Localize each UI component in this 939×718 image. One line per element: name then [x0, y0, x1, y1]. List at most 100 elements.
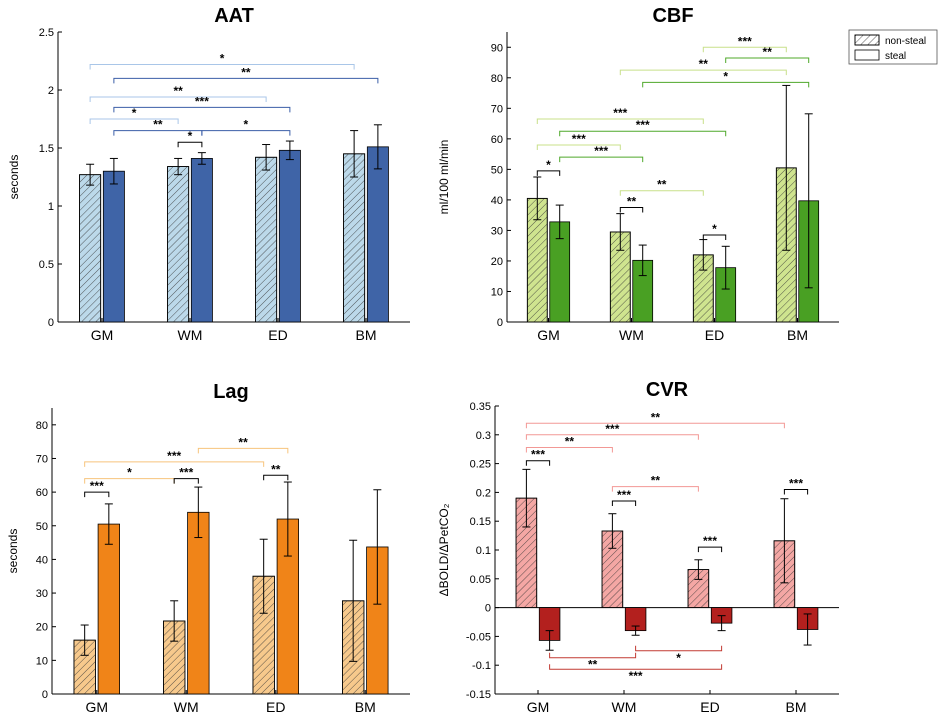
significance-bracket	[536, 170, 561, 176]
significance-label: **	[627, 195, 637, 209]
bar-steal-ED	[278, 149, 301, 323]
x-tick-label: ED	[700, 699, 719, 715]
significance-label: *	[188, 129, 193, 143]
x-tick-label: BM	[786, 699, 807, 715]
significance-label: ***	[605, 422, 619, 436]
significance-label: **	[657, 178, 667, 192]
significance-label: *	[220, 51, 225, 65]
y-tick-label: -0.05	[466, 631, 491, 643]
y-tick-label: -0.15	[466, 689, 491, 701]
significance-bracket	[525, 460, 551, 466]
significance-bracket	[89, 63, 355, 70]
significance-label: *	[723, 69, 728, 83]
significance-label: ***	[572, 132, 586, 146]
significance-bracket	[702, 46, 787, 53]
significance-label: **	[153, 118, 163, 132]
y-tick-label: 0.2	[476, 487, 491, 499]
y-tick-label: 40	[491, 195, 503, 207]
significance-bracket	[201, 130, 291, 136]
significance-bracket	[173, 478, 199, 484]
y-tick-label: 0.05	[470, 574, 491, 586]
significance-label: *	[546, 158, 551, 172]
x-tick-label: BM	[355, 699, 376, 715]
legend-label-steal: steal	[885, 51, 906, 62]
significance-label: ***	[629, 669, 643, 683]
significance-bracket	[536, 144, 621, 150]
significance-bracket	[559, 130, 727, 137]
y-tick-label: 50	[491, 164, 503, 176]
x-tick-label: ED	[705, 327, 724, 343]
significance-bracket	[611, 486, 699, 492]
significance-bracket	[525, 446, 613, 453]
significance-label: **	[651, 474, 661, 488]
y-tick-label: 60	[36, 487, 48, 499]
x-tick-label: WM	[174, 699, 199, 715]
y-tick-label: 20	[36, 622, 48, 634]
x-tick-label: GM	[85, 699, 108, 715]
significance-label: ***	[195, 94, 209, 108]
significance-bracket	[702, 234, 727, 240]
significance-label: **	[173, 84, 183, 98]
significance-label: *	[132, 106, 137, 120]
x-tick-label: GM	[91, 327, 114, 343]
x-tick-label: GM	[537, 327, 560, 343]
y-tick-label: 0.25	[470, 459, 491, 471]
y-tick-label: 30	[491, 225, 503, 237]
y-axis-label: ml/100 ml/min	[437, 140, 451, 215]
significance-label: **	[699, 57, 709, 71]
chart-title: CVR	[646, 379, 689, 401]
significance-label: *	[127, 466, 132, 480]
y-tick-label: 0.15	[470, 516, 491, 528]
significance-label: ***	[636, 118, 650, 132]
y-tick-label: 60	[491, 134, 503, 146]
significance-bracket	[619, 69, 787, 76]
significance-bracket	[619, 207, 644, 213]
significance-bracket	[177, 141, 203, 148]
y-tick-label: 1	[48, 201, 54, 213]
y-tick-label: 0.35	[470, 401, 491, 413]
significance-bracket	[197, 447, 289, 454]
significance-label: **	[763, 45, 773, 59]
significance-bracket	[619, 190, 704, 196]
significance-label: ***	[617, 488, 631, 502]
significance-label: *	[676, 651, 681, 665]
y-tick-label: 70	[491, 103, 503, 115]
y-axis-label: ΔBOLD/ΔPetCO₂	[437, 503, 451, 596]
y-tick-label: 0	[48, 317, 54, 329]
bar-steal-GM	[102, 170, 125, 323]
y-tick-label: 2	[48, 85, 54, 97]
significance-label: ***	[738, 34, 752, 48]
y-tick-label: 10	[36, 655, 48, 667]
y-tick-label: 0	[42, 689, 48, 701]
chart-cvr: CVR ΔBOLD/ΔPetCO₂ -0.15 -0.1 -0.05 0 0.05 0.1 0.…	[437, 379, 839, 715]
significance-bracket	[549, 652, 637, 659]
chart-title: AAT	[214, 5, 254, 27]
y-tick-label: -0.1	[472, 660, 491, 672]
significance-bracket	[89, 96, 267, 102]
chart-cbf: CBF ml/100 ml/min 0 10 20 30 40 50 60 70 80 90 GM WM E…	[437, 5, 839, 343]
y-tick-label: 30	[36, 588, 48, 600]
significance-label: **	[588, 658, 598, 672]
significance-bracket	[611, 500, 637, 507]
significance-label: ***	[531, 448, 545, 462]
significance-label: ***	[179, 466, 193, 480]
x-tick-label: BM	[787, 327, 808, 343]
bar-hatch-BM	[343, 153, 366, 323]
y-tick-label: 0.5	[39, 259, 54, 271]
y-tick-label: 40	[36, 554, 48, 566]
x-tick-label: WM	[178, 327, 203, 343]
y-tick-label: 80	[491, 73, 503, 85]
significance-label: ***	[167, 449, 181, 463]
significance-bracket	[525, 422, 785, 429]
legend-swatch-non-steal-hatch	[854, 34, 880, 46]
significance-bracket	[635, 645, 723, 652]
significance-bracket	[263, 474, 289, 481]
y-tick-label: 0	[485, 603, 491, 615]
significance-label: ***	[789, 477, 803, 491]
significance-bracket	[697, 546, 723, 553]
significance-label: ***	[90, 479, 104, 493]
significance-label: ***	[594, 144, 608, 158]
